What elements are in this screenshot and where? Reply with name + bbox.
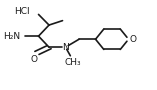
Text: H₂N: H₂N: [3, 32, 21, 41]
Text: O: O: [130, 35, 137, 44]
Text: O: O: [30, 55, 38, 64]
Text: N: N: [62, 43, 69, 52]
Text: CH₃: CH₃: [65, 58, 81, 67]
Text: HCl: HCl: [14, 7, 30, 16]
